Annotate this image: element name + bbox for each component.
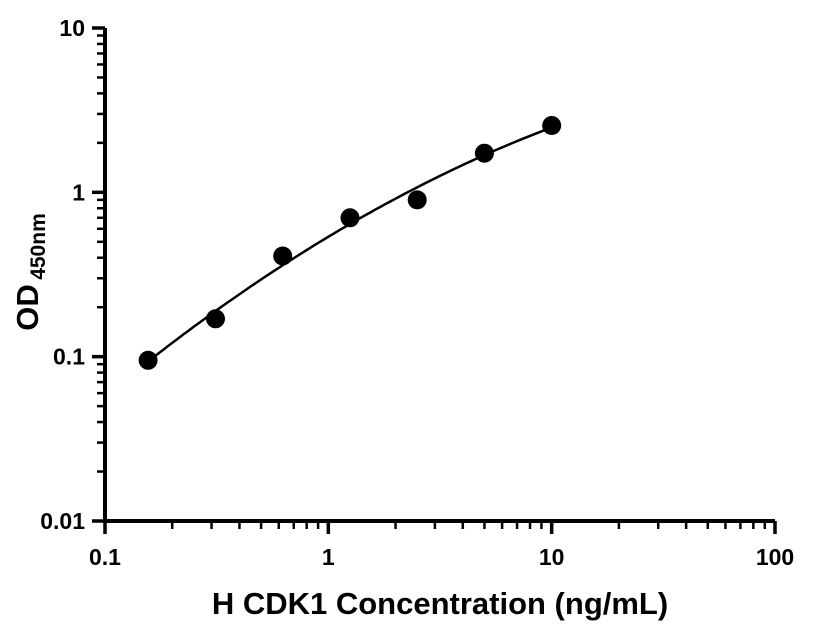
y-tick-label: 10: [59, 15, 85, 41]
x-tick-label: 100: [756, 544, 794, 570]
y-axis-title-subscript: 450nm: [27, 213, 50, 280]
x-tick-label: 1: [322, 544, 335, 570]
y-tick-label: 0.1: [53, 344, 85, 370]
y-tick-label: 0.01: [40, 508, 85, 534]
x-tick-label: 10: [539, 544, 565, 570]
data-point: [138, 350, 158, 370]
data-point: [407, 190, 427, 210]
axes-layer: [92, 26, 777, 534]
y-axis-title: OD 450nm: [10, 213, 50, 331]
data-point: [273, 246, 293, 266]
data-point: [206, 309, 225, 329]
data-point: [340, 208, 360, 228]
x-tick-label: 0.1: [89, 544, 121, 570]
y-tick-label: 1: [72, 179, 85, 205]
plot-layer: [138, 116, 562, 370]
data-point: [542, 116, 562, 135]
fit-curve: [147, 126, 553, 363]
x-axis-title: H CDK1 Concentration (ng/mL): [212, 586, 668, 621]
y-axis-title-main: OD: [10, 284, 45, 331]
data-point: [474, 143, 494, 163]
plot-spines: [103, 28, 775, 523]
